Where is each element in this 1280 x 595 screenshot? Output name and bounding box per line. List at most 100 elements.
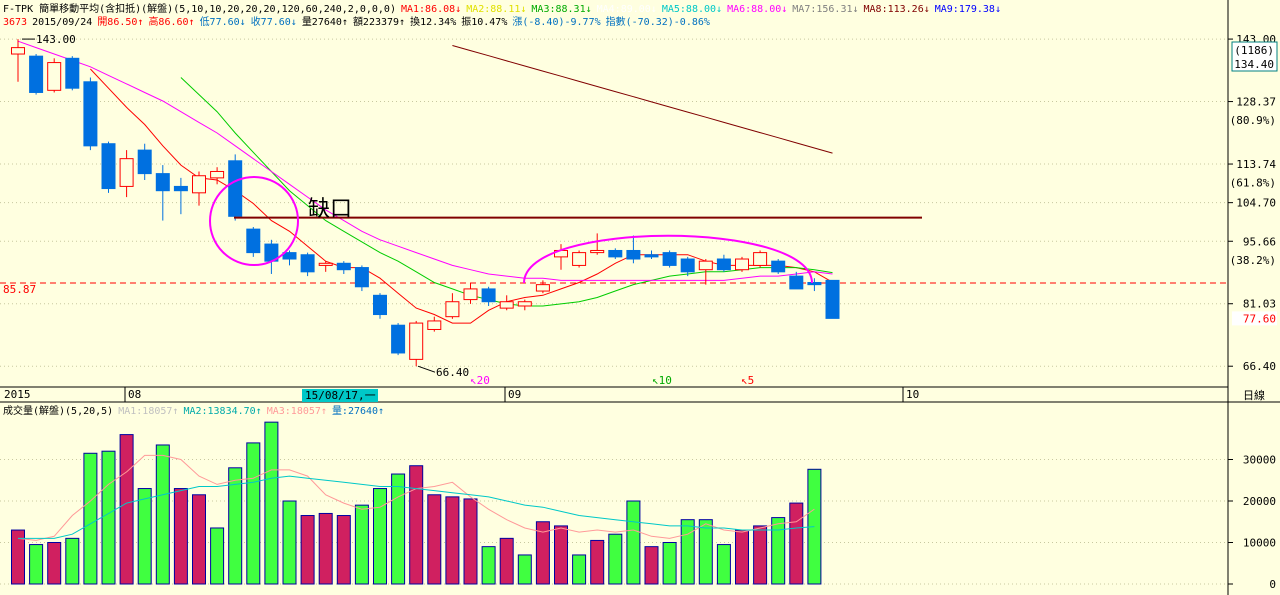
volume-bar	[517, 554, 532, 585]
candle-body	[119, 158, 134, 187]
candle	[662, 250, 677, 268]
candle-body	[318, 262, 333, 266]
volume-bar	[210, 527, 225, 585]
candle	[83, 77, 98, 151]
volume-tick-label: 0	[1269, 578, 1276, 591]
price-tick-label: 128.37	[1236, 96, 1276, 109]
candlestick-series	[11, 39, 840, 367]
candle	[789, 271, 804, 290]
volume-bar	[698, 519, 713, 585]
volume-bar	[83, 452, 98, 585]
volume-header: 成交量(解盤)(5,20,5) MA1:18057↑ MA2:13834.70↑ MA…	[3, 404, 384, 417]
volume-bar	[481, 546, 496, 585]
candle	[192, 171, 206, 206]
ma-line-ma8	[452, 45, 833, 154]
candle	[427, 316, 442, 332]
candle-body	[427, 320, 442, 330]
candle-body	[11, 47, 25, 55]
candle-body	[155, 173, 170, 192]
volume-bar	[662, 542, 677, 585]
candle-body	[282, 252, 297, 260]
candle-body	[608, 249, 623, 258]
volume-header-item: MA1:18057↑	[118, 406, 178, 417]
candle	[336, 261, 351, 274]
candle-body	[354, 267, 369, 288]
candle	[29, 54, 44, 95]
price-grid	[0, 38, 1228, 367]
quote-header-item: 開86.50↑	[97, 16, 143, 28]
reference-line: 85.87	[0, 282, 1228, 296]
last-price-box-frame	[1231, 41, 1278, 72]
candle	[354, 265, 369, 292]
candle-body	[65, 57, 80, 89]
candle-body	[336, 262, 351, 271]
candle	[11, 39, 25, 82]
volume-bar	[753, 525, 768, 585]
candle	[825, 279, 840, 319]
candle-body	[644, 254, 659, 258]
candle-body	[29, 55, 44, 93]
candle-body	[246, 228, 261, 254]
volume-bar	[716, 544, 731, 585]
volume-bar	[771, 517, 786, 585]
fib-percent-label: (61.8%)	[1230, 177, 1276, 190]
candle	[644, 250, 659, 260]
low-pointer	[417, 365, 436, 373]
candle	[246, 226, 261, 257]
candle	[680, 256, 695, 277]
volume-tick-label: 30000	[1243, 454, 1276, 467]
volume-tick-label: 20000	[1243, 495, 1276, 508]
candle	[228, 154, 243, 221]
gap-circle	[209, 176, 299, 266]
month-label: 09	[508, 388, 521, 401]
quote-header-item: 漲(-8.40)-9.77%	[512, 16, 600, 28]
volume-bar	[391, 473, 406, 585]
volume-bar	[789, 502, 804, 585]
candle-body	[409, 322, 424, 360]
candle	[590, 233, 605, 255]
candle	[119, 150, 134, 198]
price-axis: 143.00128.37113.74104.7095.6681.0366.40(…	[1228, 33, 1278, 373]
volume-bar	[590, 539, 605, 585]
volume-bar	[137, 488, 152, 585]
price-tick-label: 66.40	[1243, 360, 1276, 373]
candle	[101, 141, 116, 193]
quote-header: 3673 2015/09/24 開86.50↑ 高86.60↑ 低77.60↓ 收77.6…	[3, 15, 710, 28]
candle-body	[192, 175, 206, 194]
fib-percent-label: (38.2%)	[1230, 254, 1276, 267]
candle	[463, 282, 478, 304]
candle-body	[391, 324, 406, 354]
candle	[771, 259, 786, 274]
price-tick-label: 113.74	[1236, 158, 1276, 171]
ma-marker-20: ↖20	[470, 374, 490, 387]
ma-line-ma6	[17, 40, 833, 281]
volume-ma-line	[18, 475, 815, 539]
candle	[753, 250, 768, 268]
volume-bar	[572, 554, 587, 585]
candle	[735, 256, 749, 272]
volume-bar	[427, 494, 442, 585]
volume-bar	[47, 542, 62, 585]
candle-body	[481, 288, 496, 303]
reference-line-label: 85.87	[3, 283, 36, 296]
price-tick-label: 104.70	[1236, 197, 1276, 210]
price-tick-label: 81.03	[1243, 298, 1276, 311]
candle-body	[626, 249, 641, 260]
ma-marker-5: ↖5	[741, 374, 754, 387]
candle-body	[771, 260, 786, 273]
annotation-overlays: 缺口 143.00 66.40↖20 ↖10 ↖5	[22, 33, 922, 387]
volume-bar	[373, 488, 387, 585]
volume-bar	[409, 465, 424, 585]
period-button: 日線	[1243, 388, 1265, 402]
last-price-label: 134.40	[1234, 58, 1274, 71]
volume-ma-lines	[17, 454, 815, 541]
volume-bar	[463, 498, 478, 585]
volume-bar	[336, 515, 351, 585]
high-label: 143.00	[36, 33, 76, 46]
candle	[210, 167, 225, 185]
indicator-header-item: MA1:86.08↓	[401, 4, 461, 15]
volume-bar	[644, 546, 659, 585]
